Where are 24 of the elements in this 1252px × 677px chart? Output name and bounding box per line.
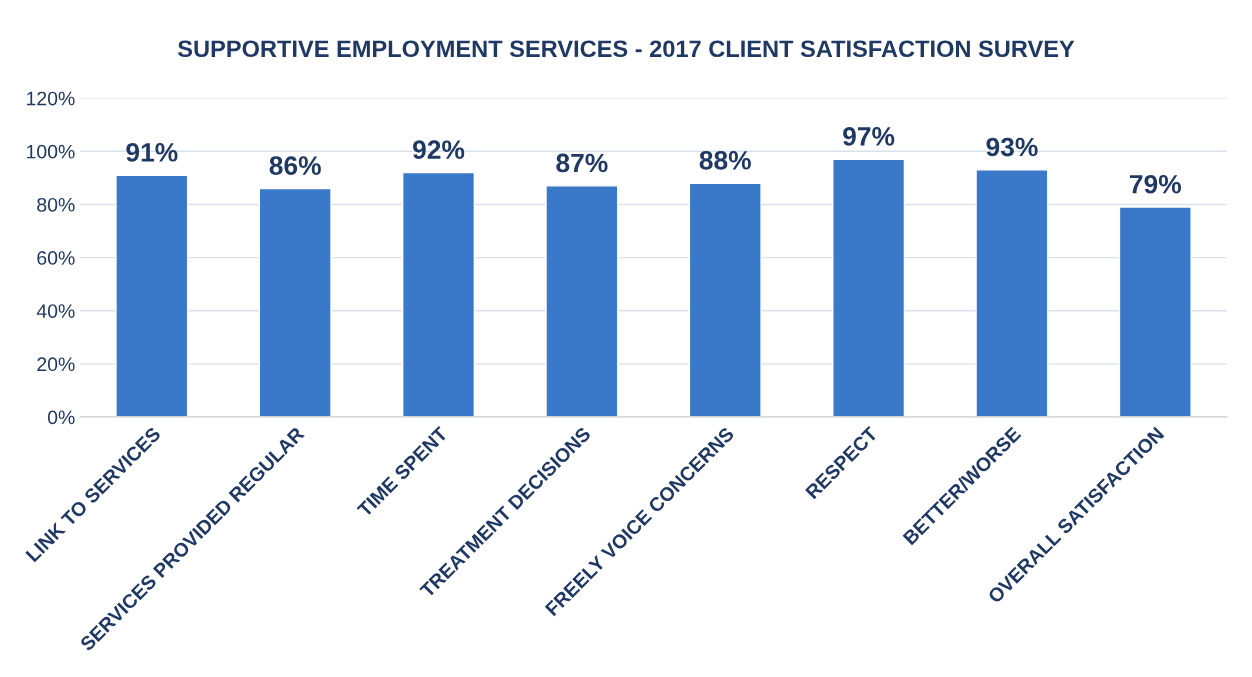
bar <box>688 182 762 418</box>
data-label: 88% <box>699 150 751 170</box>
data-label: 93% <box>986 137 1038 157</box>
y-tick-label: 0% <box>47 410 75 425</box>
bar <box>545 185 619 418</box>
data-label: 91% <box>126 142 178 162</box>
data-label: 86% <box>269 156 321 175</box>
y-tick-label: 80% <box>37 197 75 212</box>
y-tick-label: 20% <box>37 357 75 372</box>
data-label: 87% <box>556 153 608 173</box>
bar <box>401 171 476 418</box>
chart-title: SUPPORTIVE EMPLOYMENT SERVICES - 2017 CLIENT SATISFACTION SURVEY <box>177 40 1075 58</box>
data-label: 97% <box>843 127 895 146</box>
y-tick-label: 100% <box>27 144 75 159</box>
data-label: 92% <box>413 140 465 160</box>
y-tick-label: 40% <box>36 304 75 318</box>
bar <box>1118 206 1192 418</box>
bar <box>115 174 189 418</box>
bar <box>258 187 332 418</box>
bar <box>832 158 906 418</box>
bar <box>975 169 1049 418</box>
y-tick-label: 60% <box>37 251 75 265</box>
y-tick-label: 120% <box>27 91 75 106</box>
data-label: 79% <box>1130 174 1181 194</box>
